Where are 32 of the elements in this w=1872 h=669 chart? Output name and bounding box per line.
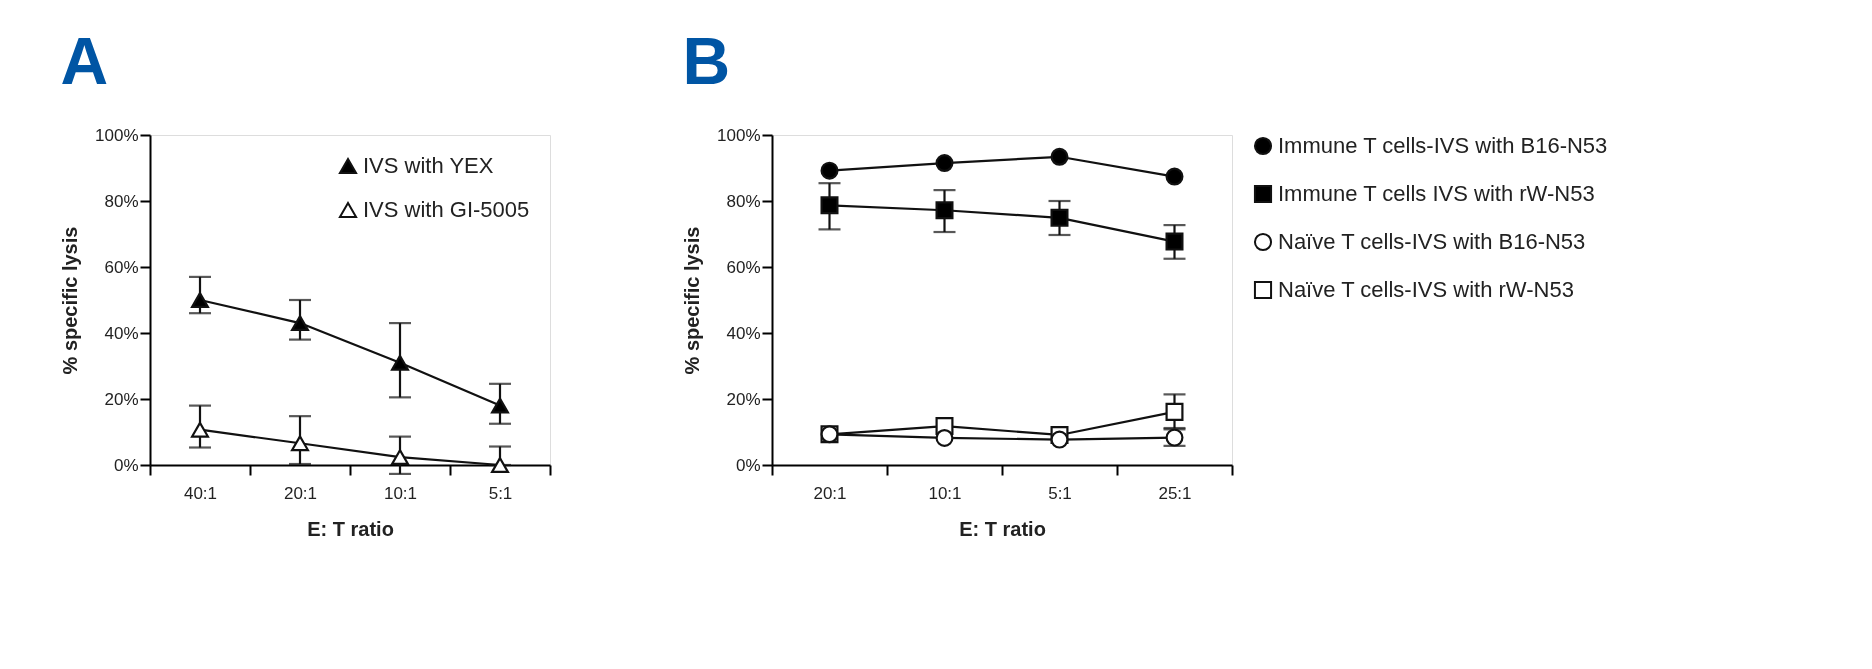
x-tick-label: 10:1: [383, 483, 418, 503]
chart-title: A: [60, 24, 109, 98]
legend-label: Immune T cells IVS with rW-N53: [1278, 181, 1595, 206]
y-tick-label: 20%: [104, 389, 139, 409]
legend-label: Immune T cells-IVS with B16-N53: [1278, 133, 1608, 158]
y-tick-label: 60%: [726, 257, 761, 277]
y-tick-label: 60%: [104, 257, 139, 277]
chart-title: B: [682, 24, 731, 98]
legend-label: IVS with YEX: [363, 153, 494, 178]
y-tick-label: 20%: [726, 389, 761, 409]
y-tick-label: 0%: [113, 455, 139, 475]
x-tick-label: 10:1: [928, 483, 962, 503]
y-tick-label: 80%: [726, 191, 761, 211]
x-tick-label: 5:1: [1048, 483, 1072, 503]
legend-label: IVS with GI-5005: [363, 197, 530, 222]
y-axis-title: % specific lysis: [59, 226, 82, 375]
y-tick-label: 100%: [717, 125, 761, 145]
x-tick-label: 40:1: [183, 483, 218, 503]
x-tick-label: 20:1: [283, 483, 318, 503]
y-tick-label: 40%: [104, 323, 139, 343]
y-tick-label: 100%: [95, 125, 139, 145]
legend-label: Naïve T cells-IVS with B16-N53: [1278, 229, 1586, 254]
x-axis-title: E: T ratio: [959, 517, 1046, 540]
x-tick-label: 5:1: [488, 483, 513, 503]
x-axis-title: E: T ratio: [307, 517, 394, 540]
y-tick-label: 40%: [726, 323, 761, 343]
x-tick-label: 20:1: [813, 483, 847, 503]
y-tick-label: 80%: [104, 191, 139, 211]
y-tick-label: 0%: [735, 455, 761, 475]
legend-label: Naïve T cells-IVS with rW-N53: [1278, 277, 1574, 302]
x-tick-label: 25:1: [1158, 483, 1192, 503]
y-axis-title: % specific lysis: [681, 226, 704, 375]
